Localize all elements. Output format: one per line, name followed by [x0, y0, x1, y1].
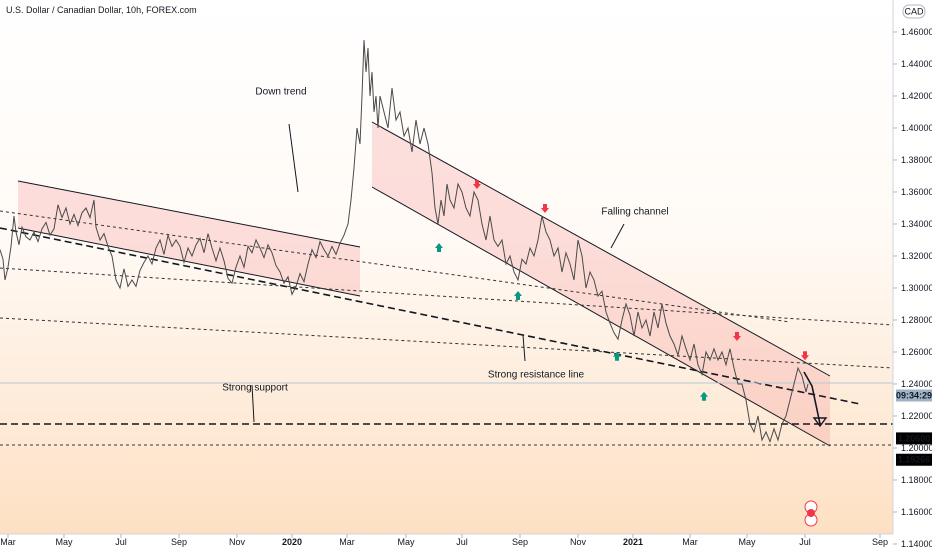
dotted-trend-line-3 — [0, 210, 791, 323]
annotation-pointer-3 — [251, 384, 255, 423]
arrow-down-0 — [473, 180, 481, 189]
time-tick-label-9: Sep — [512, 537, 528, 547]
price-tick-label-3: 1.40000 — [901, 123, 932, 133]
annotation-0: Down trend — [255, 86, 306, 97]
dotted-trend-line-1 — [0, 317, 894, 369]
time-tick-label-15: Sep — [872, 537, 888, 547]
price-tick-label-14: 1.18000 — [901, 475, 932, 485]
currency-badge-label: CAD — [904, 7, 924, 17]
annotation-2: Strong resistance line — [488, 370, 585, 381]
arrow-up-7 — [700, 391, 708, 401]
time-tick-label-8: Jul — [456, 537, 468, 547]
annotation-pointer-0 — [288, 123, 299, 193]
annotation-3: Strong support — [222, 382, 288, 393]
descending-channel-fill — [18, 181, 360, 296]
annotation-pointer-2 — [522, 334, 526, 362]
arrow-up-4 — [435, 243, 443, 252]
time-tick-label-6: Mar — [339, 537, 355, 547]
price-label-box-0 — [896, 389, 932, 402]
price-tick-label-9: 1.28000 — [901, 315, 932, 325]
price-label-2: 1.19266 — [898, 455, 931, 465]
price-tick-label-4: 1.38000 — [901, 155, 932, 165]
arrow-down-1 — [541, 204, 549, 213]
currency-badge[interactable]: CAD — [902, 4, 926, 19]
projection-arrow-head — [812, 417, 828, 428]
price-tick-label-8: 1.30000 — [901, 283, 932, 293]
price-tick-label-13: 1.20000 — [901, 443, 932, 453]
falling-channel-upper — [371, 121, 831, 377]
price-axis-labels: 09:34:29 1.20600 1.19266 — [896, 389, 932, 466]
price-tick-label-1: 1.44000 — [901, 59, 932, 69]
time-axis-ticks: Mar May Jul Sep Nov 2020 Mar May Jul Sep Nov 2021 Ma… — [0, 534, 888, 547]
time-tick-label-1: May — [55, 537, 73, 547]
descending-channel-lower — [17, 227, 361, 297]
arrow-up-6 — [613, 351, 621, 361]
price-tick-label-2: 1.42000 — [901, 91, 932, 101]
time-tick-label-7: May — [397, 537, 415, 547]
price-tick-label-6: 1.34000 — [901, 219, 932, 229]
price-tick-label-7: 1.32000 — [901, 251, 932, 261]
price-tick-label-15: 1.16000 — [901, 507, 932, 517]
annotations: Down trend Falling channel Strong resistan… — [222, 86, 669, 423]
time-tick-label-14: Jul — [799, 537, 811, 547]
time-tick-label-11: 2021 — [623, 537, 643, 547]
signal-arrows — [435, 180, 809, 401]
channel-shapes — [17, 121, 831, 447]
price-label-box-1 — [896, 432, 932, 445]
price-tick-label-0: 1.46000 — [901, 27, 932, 37]
projection-arrow — [803, 371, 821, 425]
falling-channel-fill — [372, 122, 830, 446]
time-tick-label-4: Nov — [229, 537, 246, 547]
price-label-1: 1.20600 — [898, 433, 931, 443]
falling-channel-lower — [371, 186, 831, 447]
time-tick-label-12: Mar — [682, 537, 698, 547]
strong-resistance-line — [0, 227, 861, 405]
time-tick-label-3: Sep — [171, 537, 187, 547]
price-tick-label-16: 1.14000 — [901, 539, 932, 549]
arrow-up-5 — [514, 291, 522, 300]
price-tick-label-12: 1.22000 — [901, 411, 932, 421]
annotation-1: Falling channel — [601, 206, 668, 217]
arrow-down-2 — [733, 332, 741, 341]
annotation-pointer-1 — [610, 223, 625, 249]
price-label-0: 09:34:29 — [896, 391, 932, 401]
price-label-box-2 — [896, 453, 932, 466]
descending-channel-upper — [17, 180, 361, 248]
price-series-line-0 — [0, 39, 809, 444]
price-tick-label-10: 1.26000 — [901, 347, 932, 357]
event-icons[interactable] — [804, 500, 818, 527]
trend-lines — [0, 210, 894, 446]
arrow-down-3 — [801, 351, 809, 361]
time-tick-label-13: May — [738, 537, 756, 547]
price-axis-ticks: 1.46000 1.44000 1.42000 1.40000 1.38000 1.360… — [893, 27, 932, 549]
plot-background — [0, 0, 893, 534]
price-tick-label-5: 1.36000 — [901, 187, 932, 197]
price-series — [0, 39, 809, 444]
price-tick-label-11: 1.24000 — [901, 379, 932, 389]
time-tick-label-0: Mar — [0, 537, 16, 547]
chart-title: U.S. Dollar / Canadian Dollar, 10h, FORE… — [6, 5, 197, 15]
time-tick-label-10: Nov — [570, 537, 587, 547]
time-tick-label-2: Jul — [115, 537, 127, 547]
time-tick-label-5: 2020 — [282, 537, 302, 547]
